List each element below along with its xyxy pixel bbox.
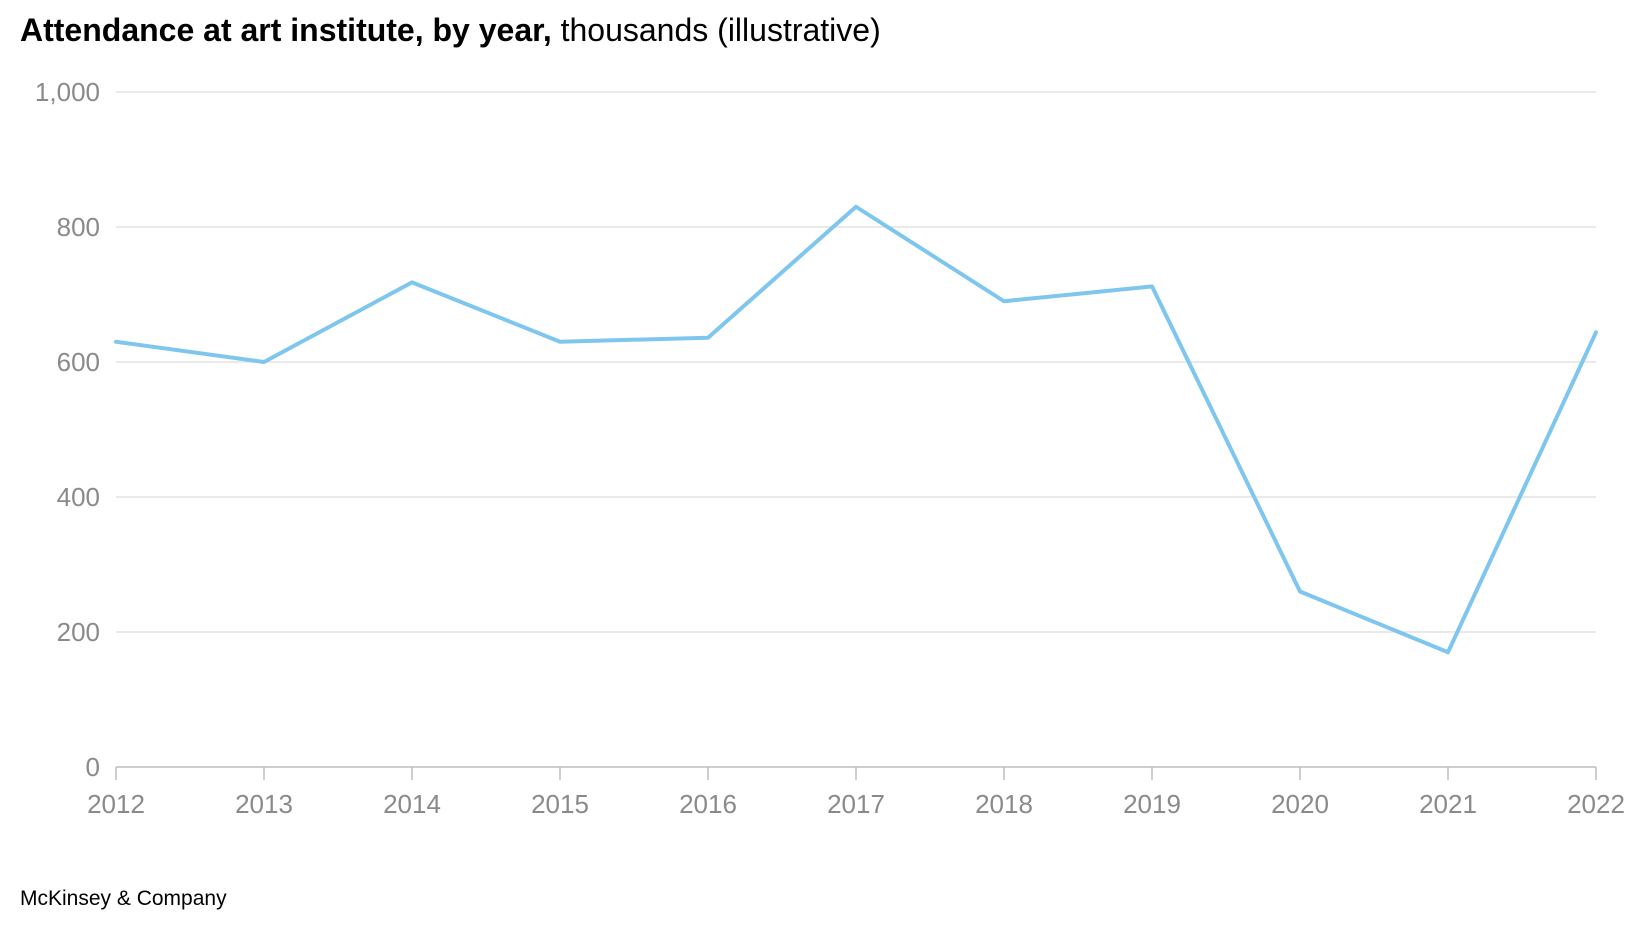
chart-title-main: Attendance at art institute, by year,: [20, 12, 552, 48]
x-tick-label: 2021: [1419, 789, 1477, 819]
y-tick-label: 400: [57, 482, 100, 512]
x-tick-label: 2013: [235, 789, 293, 819]
series-layer: [114, 204, 1598, 655]
x-tick-label: 2018: [975, 789, 1033, 819]
x-tick-label: 2014: [383, 789, 441, 819]
x-tick-label: 2015: [531, 789, 589, 819]
grid-lines: [116, 91, 1596, 633]
chart-subtitle: thousands (illustrative): [560, 12, 881, 48]
x-tick-label: 2012: [87, 789, 145, 819]
x-tick-label: 2017: [827, 789, 885, 819]
series-line: [114, 204, 1598, 655]
x-tick-label: 2020: [1271, 789, 1329, 819]
source-credit: McKinsey & Company: [20, 887, 227, 910]
x-axis: [115, 766, 1597, 780]
x-axis-tick-labels: 2012 2013 2014 2015 2016 2017 2018 2019 2020 2021…: [87, 789, 1625, 819]
x-tick-label: 2022: [1567, 789, 1625, 819]
y-axis-tick-labels: 0 200 400 600 800 1,000: [35, 77, 100, 782]
y-tick-label: 800: [57, 212, 100, 242]
y-tick-label: 1,000: [35, 77, 100, 107]
y-tick-label: 600: [57, 347, 100, 377]
x-tick-label: 2016: [679, 789, 737, 819]
x-tick-label: 2019: [1123, 789, 1181, 819]
chart-title: Attendance at art institute, by year, th…: [20, 10, 881, 50]
y-tick-label: 0: [86, 752, 100, 782]
y-tick-label: 200: [57, 617, 100, 647]
